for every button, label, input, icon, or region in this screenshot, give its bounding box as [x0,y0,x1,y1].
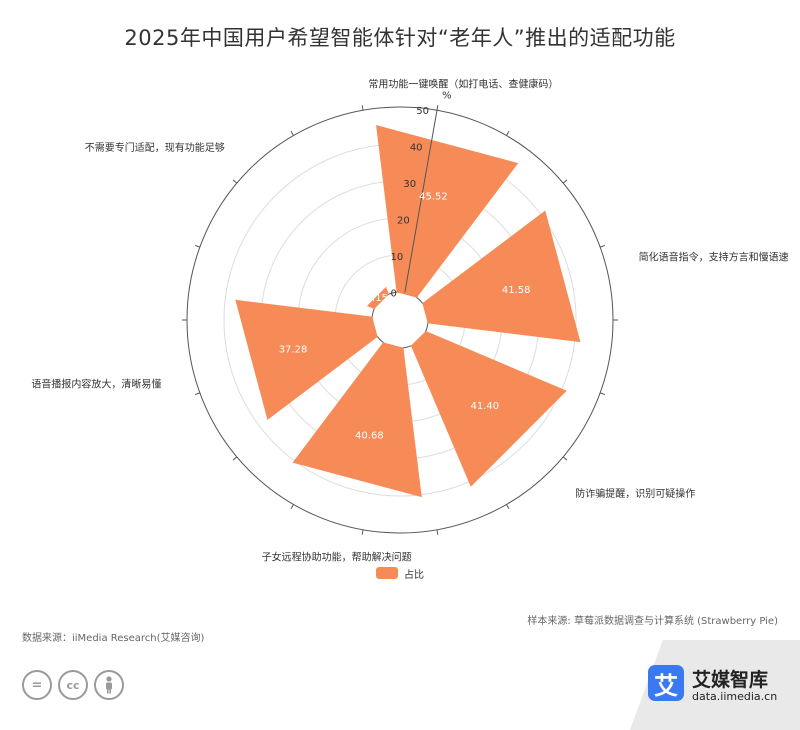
outer-tick [599,392,606,396]
radial-tick-label: 10 [391,252,404,263]
outer-tick [562,179,568,184]
category-label: 子女远程协助功能，帮助解决问题 [262,551,412,564]
brand-logo: 艾 [648,665,684,701]
category-label: 常用功能一键唤醒（如打电话、查健康码） [368,77,558,90]
bar [235,299,378,420]
equals-icon: = [22,670,52,700]
outer-tick [194,392,201,396]
chart-title: 2025年中国用户希望智能体针对“老年人”推出的适配功能 [124,26,676,50]
license-icons: = cc [22,670,124,700]
outer-tick [194,244,201,248]
sample-source: 样本来源: 草莓派数据调查与计算系统 (Strawberry Pie) [527,616,778,627]
radial-unit-label: % [442,90,452,101]
radial-tick-label: 40 [410,143,423,154]
outer-tick [232,179,238,184]
bar-value-label: 37.28 [279,345,308,356]
outer-tick [436,529,439,535]
category-label: 简化语音指令，支持方言和慢语速 [639,251,789,264]
outer-tick [436,105,439,111]
outer-tick [506,504,510,510]
outer-tick [232,456,238,461]
outer-tick [361,529,364,535]
category-label: 不需要专门适配，现有功能足够 [85,141,225,154]
bar-value-label: 45.52 [419,191,448,202]
legend-label: 占比 [404,569,424,581]
outer-tick [290,504,294,510]
outer-tick [599,244,606,248]
bar-value-label: 41.40 [470,401,499,412]
bar [366,286,390,310]
radial-axis [404,110,438,293]
legend[interactable]: 占比 [376,566,424,581]
brand-name: 艾媒智库 [692,669,769,691]
data-source: 数据来源：iiMedia Research(艾媒咨询) [22,633,205,644]
outer-tick [562,456,568,461]
chart-axes: 0 10 20 30 40 50% [390,90,451,299]
brand-url: data.iimedia.cn [692,690,778,703]
outer-tick [361,105,364,111]
radial-tick-label: 0 [390,288,396,299]
bar-value-label: 40.68 [355,430,384,441]
bar-value-label: 2.15 [366,293,388,304]
bar [410,330,567,487]
person-icon [94,670,124,700]
cc-icon: cc [58,670,88,700]
outer-tick [290,130,294,136]
radial-tick-label: 50 [416,106,429,117]
legend-swatch [376,567,398,579]
category-label: 防诈骗提醒，识别可疑操作 [575,487,695,500]
bar-value-label: 41.58 [502,285,531,296]
bar [422,210,581,343]
chart-labels: 45.52 常用功能一键唤醒（如打电话、查健康码） 41.58 简化语音指令，支持方言… [31,77,788,563]
outer-tick [506,130,510,136]
radial-tick-label: 30 [403,179,416,190]
category-label: 语音播报内容放大，清晰易懂 [31,377,161,390]
bar [292,342,422,498]
radial-tick-label: 20 [397,216,410,227]
